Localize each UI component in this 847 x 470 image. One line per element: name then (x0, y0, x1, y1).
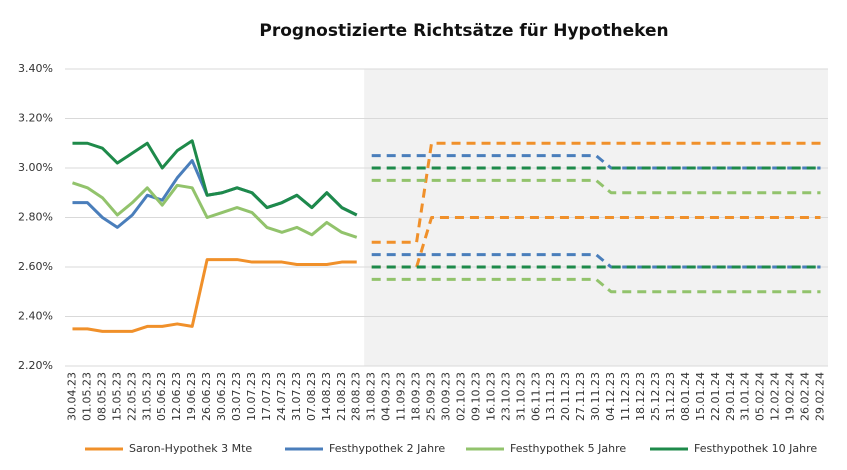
x-tick-label: 23.10.23 (499, 372, 512, 421)
x-tick-label: 05.02.24 (754, 372, 767, 421)
forecast-line (371, 154, 821, 170)
x-tick-label: 10.07.23 (245, 372, 258, 421)
y-tick-label: 3.40% (18, 62, 53, 75)
x-tick-label: 31.10.23 (514, 372, 527, 421)
x-tick-label: 08.01.24 (679, 372, 692, 421)
x-tick-label: 18.09.23 (410, 372, 423, 421)
x-tick-label: 12.02.24 (769, 372, 782, 421)
x-tick-label: 02.10.23 (454, 372, 467, 421)
series-line (72, 139, 358, 217)
x-tick-label: 16.10.23 (484, 372, 497, 421)
x-tick-label: 28.08.23 (350, 372, 363, 421)
x-tick-label: 20.11.23 (559, 372, 572, 421)
x-tick-label: 04.12.23 (604, 372, 617, 421)
x-tick-label: 17.07.23 (260, 372, 273, 421)
x-tick-label: 29.02.24 (814, 372, 827, 421)
y-tick-label: 2.40% (18, 310, 53, 323)
x-tick-label: 31.12.23 (664, 372, 677, 421)
x-tick-label: 12.06.23 (170, 372, 183, 421)
series-line (72, 258, 357, 333)
x-tick-label: 27.11.23 (574, 372, 587, 421)
x-tick-label: 11.12.23 (619, 372, 632, 421)
x-tick-label: 18.12.23 (634, 372, 647, 421)
forecast-line (371, 277, 821, 294)
y-tick-label: 2.60% (18, 260, 53, 273)
y-tick-label: 2.80% (18, 211, 53, 224)
x-tick-label: 25.09.23 (425, 372, 438, 421)
chart-title: Prognostizierte Richtsätze für Hypotheke… (259, 21, 668, 41)
x-tick-label: 14.08.23 (320, 372, 333, 421)
x-tick-label: 06.11.23 (529, 372, 542, 421)
legend-label: Festhypothek 5 Jahre (510, 442, 626, 455)
x-tick-label: 31.01.24 (739, 372, 752, 421)
x-tick-label: 26.06.23 (200, 372, 213, 421)
x-tick-label: 29.01.24 (724, 372, 737, 421)
y-tick-label: 3.20% (18, 112, 53, 125)
x-tick-label: 30.04.23 (65, 372, 78, 421)
x-tick-label: 19.06.23 (185, 372, 198, 421)
x-tick-label: 09.10.23 (469, 372, 482, 421)
x-tick-label: 01.05.23 (80, 372, 93, 421)
x-tick-label: 26.02.24 (799, 372, 812, 421)
legend-label: Saron-Hypothek 3 Mte (129, 442, 252, 455)
x-tick-label: 30.11.23 (589, 372, 602, 421)
x-tick-label: 05.06.23 (155, 372, 168, 421)
x-tick-label: 03.07.23 (230, 372, 243, 421)
x-tick-label: 08.05.23 (95, 372, 108, 421)
x-tick-label: 22.01.24 (709, 372, 722, 421)
x-tick-label: 22.05.23 (125, 372, 138, 421)
legend-label: Festhypothek 2 Jahre (329, 442, 445, 455)
x-tick-label: 07.08.23 (305, 372, 318, 421)
forecast-line (371, 216, 821, 269)
x-tick-label: 15.05.23 (110, 372, 123, 421)
x-tick-label: 13.11.23 (544, 372, 557, 421)
y-tick-label: 2.20% (18, 359, 53, 372)
y-tick-label: 3.00% (18, 161, 53, 174)
x-tick-label: 11.09.23 (395, 372, 408, 421)
x-tick-label: 31.05.23 (140, 372, 153, 421)
x-tick-label: 31.07.23 (290, 372, 303, 421)
forecast-line (371, 178, 821, 195)
legend-label: Festhypothek 10 Jahre (694, 442, 817, 455)
forecast-line (371, 253, 821, 269)
x-tick-label: 30.09.23 (440, 372, 453, 421)
x-tick-label: 30.06.23 (215, 372, 228, 421)
x-tick-label: 31.08.23 (365, 372, 378, 421)
x-tick-label: 15.01.24 (694, 372, 707, 421)
x-tick-label: 21.08.23 (335, 372, 348, 421)
series-line (72, 181, 358, 239)
x-tick-label: 04.09.23 (380, 372, 393, 421)
x-tick-label: 24.07.23 (275, 372, 288, 421)
x-tick-label: 25.12.23 (649, 372, 662, 421)
x-tick-label: 19.02.24 (784, 372, 797, 421)
